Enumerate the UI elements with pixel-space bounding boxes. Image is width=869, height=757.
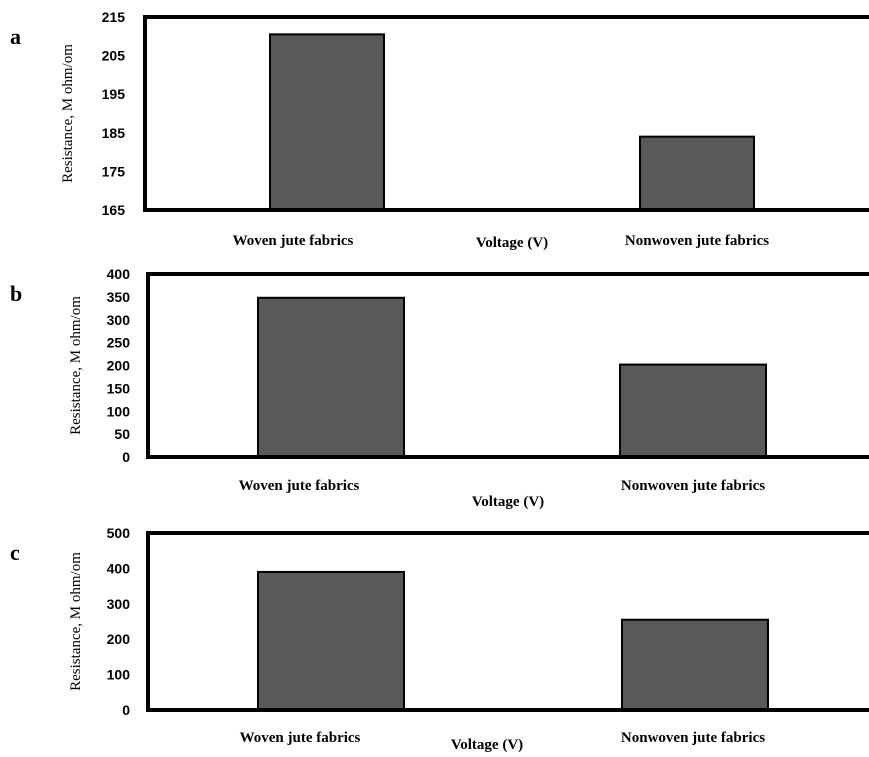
y-tick-label: 150	[107, 380, 131, 396]
y-tick-label: 350	[107, 289, 131, 305]
x-category-label: Nonwoven jute fabrics	[621, 730, 765, 746]
y-tick-label: 400	[107, 266, 131, 282]
y-tick-label: 0	[122, 702, 130, 718]
bar-woven	[257, 296, 405, 459]
x-category-label: Woven jute fabrics	[239, 478, 360, 494]
x-category-label: Nonwoven jute fabrics	[621, 478, 765, 494]
y-tick-label: 100	[107, 403, 131, 419]
y-tick-label: 300	[107, 596, 131, 612]
y-tick-label: 400	[107, 560, 131, 576]
panel-b: b 0 50 100 150 200 250 300 350 400 Woven jute fabr…	[10, 266, 869, 510]
panel-label: c	[10, 540, 20, 565]
y-tick-label: 165	[102, 202, 126, 218]
x-category-label: Woven jute fabrics	[240, 730, 361, 746]
y-axis-title: Resistance, M ohm/om	[68, 552, 84, 691]
y-tick-label: 300	[107, 312, 131, 328]
x-category-label: Nonwoven jute fabrics	[625, 233, 769, 249]
y-tick-label: 195	[102, 86, 126, 102]
y-tick-label: 175	[102, 163, 126, 179]
y-axis-title: Resistance, M ohm/om	[68, 296, 84, 435]
bar-nonwoven	[619, 363, 767, 458]
bar-nonwoven	[639, 135, 755, 211]
y-tick-label: 205	[102, 48, 126, 64]
y-tick-label: 250	[107, 335, 131, 351]
y-tick-label: 50	[114, 426, 130, 442]
x-category-label: Woven jute fabrics	[233, 233, 354, 249]
x-axis-title: Voltage (V)	[476, 235, 548, 251]
panel-a: a 165 175 185 195 205 215 Woven jute fabrics Non…	[10, 9, 869, 251]
y-tick-label: 200	[107, 631, 131, 647]
panel-label: a	[10, 24, 21, 49]
y-axis-title: Resistance, M ohm/om	[60, 44, 76, 183]
y-tick-label: 100	[107, 667, 131, 683]
x-axis-title: Voltage (V)	[472, 494, 544, 510]
panel-c: c 0 100 200 300 400 500 Woven jute fabrics Nonwo…	[10, 525, 869, 753]
panel-label: b	[10, 281, 22, 306]
bar-woven	[257, 570, 405, 711]
y-tick-label: 500	[107, 525, 131, 541]
y-tick-label: 215	[102, 9, 126, 25]
bar-nonwoven	[621, 618, 769, 711]
bar-woven	[269, 33, 385, 212]
y-tick-label: 185	[102, 125, 126, 141]
y-tick-label: 0	[122, 449, 130, 465]
x-axis-title: Voltage (V)	[451, 737, 523, 753]
y-tick-label: 200	[107, 358, 131, 374]
